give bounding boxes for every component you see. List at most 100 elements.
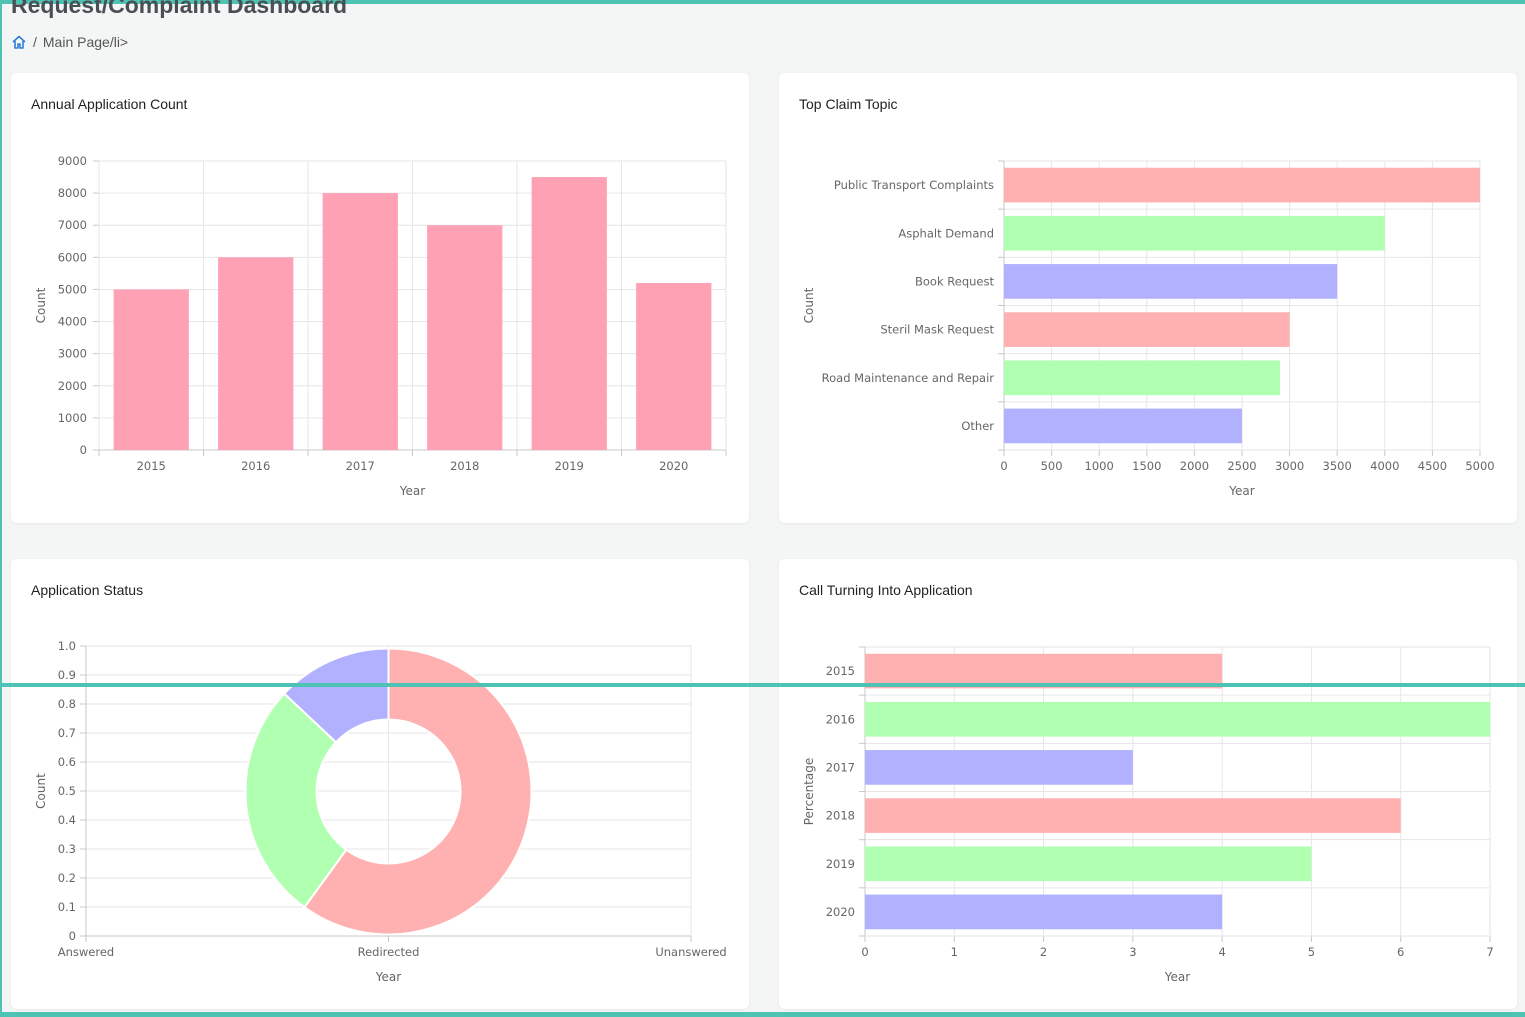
x-axis-title: Year <box>375 970 401 984</box>
y-tick-label: 2015 <box>826 664 855 678</box>
top-accent-bar <box>0 0 1525 4</box>
y-tick-label: 0 <box>69 929 76 943</box>
application-status-title: Application Status <box>31 582 144 598</box>
x-tick-label: 7 <box>1486 945 1493 959</box>
bar-2017 <box>865 750 1133 785</box>
x-tick-label: 2016 <box>241 459 270 473</box>
y-tick-label: 0.7 <box>58 726 76 740</box>
home-icon[interactable] <box>11 34 27 50</box>
bar-book-request <box>1004 264 1338 299</box>
x-tick-label: 4500 <box>1418 459 1447 473</box>
doughnut-slice-answered <box>303 647 533 936</box>
call-turning-title: Call Turning Into Application <box>799 582 973 598</box>
bar-public-transport-complaints <box>1004 167 1480 203</box>
x-tick-label: 2019 <box>555 459 584 473</box>
y-tick-label: 5000 <box>58 282 87 296</box>
y-tick-label: 0.9 <box>58 668 76 682</box>
x-tick-label: 2018 <box>450 459 479 473</box>
y-tick-label: 4000 <box>58 315 87 329</box>
top-claim-topic-card: Top Claim Topic 0 500 1000 1500 2000 2500 3000… <box>779 73 1517 523</box>
y-tick-label: 0.1 <box>58 900 76 914</box>
y-tick-label: 0 <box>80 443 87 457</box>
application-status-chart: 0 0.1 0.2 0.3 0.4 0.5 0.6 0.7 0.8 0.9 1.0 Answered R… <box>34 639 727 984</box>
x-tick-label: 2020 <box>659 459 688 473</box>
y-tick-label: Asphalt Demand <box>898 226 994 240</box>
x-tick-label: 5000 <box>1465 459 1494 473</box>
x-tick-label: 3000 <box>1275 459 1304 473</box>
bar-2015 <box>113 289 189 450</box>
x-tick-label: 4000 <box>1370 459 1399 473</box>
bar-2016 <box>865 701 1490 737</box>
x-tick-label: 0 <box>1000 459 1007 473</box>
x-tick-label: 1000 <box>1085 459 1114 473</box>
y-axis-title: Count <box>34 773 48 809</box>
bar-2018 <box>865 798 1401 833</box>
y-axis-title: Count <box>34 287 48 323</box>
x-tick-label: 2017 <box>346 459 375 473</box>
x-tick-label: 2000 <box>1180 459 1209 473</box>
x-tick-label: 4 <box>1218 945 1225 959</box>
call-turning-chart: 0 1 2 3 4 5 6 7 2015 2016 2017 2018 2019 2020 Year Perc… <box>802 646 1494 984</box>
x-tick-label: 1500 <box>1132 459 1161 473</box>
overlay-divider-line <box>0 683 1525 687</box>
doughnut-slice-redirected <box>244 692 348 909</box>
y-tick-label: 0.3 <box>58 842 76 856</box>
y-tick-label: 0.5 <box>58 784 76 798</box>
y-tick-label: 1000 <box>58 411 87 425</box>
bottom-accent-bar <box>0 1012 1525 1017</box>
x-axis-title: Year <box>1164 970 1190 984</box>
x-axis-title: Year <box>399 484 425 498</box>
y-tick-label: 2019 <box>826 857 855 871</box>
x-tick-label: 2 <box>1040 945 1047 959</box>
left-accent-bar <box>0 0 2 1017</box>
bar-2018 <box>427 225 503 450</box>
x-axis-title: Year <box>1228 484 1254 498</box>
y-tick-label: Road Maintenance and Repair <box>822 371 995 385</box>
x-tick-label: 3 <box>1129 945 1136 959</box>
breadcrumb-separator: / <box>33 34 37 50</box>
bar-asphalt-demand <box>1004 215 1385 251</box>
y-tick-label: 2000 <box>58 379 87 393</box>
y-tick-label: 2017 <box>826 760 855 774</box>
annual-count-chart: 0 1000 2000 3000 4000 5000 6000 7000 8000 9000 201… <box>34 154 727 498</box>
bar-2020 <box>636 283 712 450</box>
doughnut-slice-unanswered <box>282 647 390 744</box>
y-tick-label: 9000 <box>58 154 87 168</box>
bar-2016 <box>218 257 294 450</box>
x-tick-label: Answered <box>58 945 114 959</box>
y-tick-label: 2016 <box>826 712 855 726</box>
call-turning-card: Call Turning Into Application 0 1 2 3 4 5 6 7 20… <box>779 559 1517 1009</box>
y-tick-label: 0.2 <box>58 871 76 885</box>
bar-2015 <box>865 653 1223 689</box>
top-claim-topic-chart: 0 500 1000 1500 2000 2500 3000 3500 4000 4500 5000… <box>802 160 1495 498</box>
y-tick-label: Other <box>961 419 994 433</box>
x-tick-label: 0 <box>861 945 868 959</box>
breadcrumb-current[interactable]: Main Page/li> <box>42 34 129 50</box>
x-tick-label: 2015 <box>137 459 166 473</box>
x-tick-label: 500 <box>1041 459 1063 473</box>
bar-2019 <box>531 177 607 451</box>
y-tick-label: Steril Mask Request <box>880 323 994 337</box>
y-tick-label: 2020 <box>826 905 855 919</box>
top-claim-topic-title: Top Claim Topic <box>799 96 898 112</box>
bar-2020 <box>865 894 1223 930</box>
annual-count-title: Annual Application Count <box>31 96 188 112</box>
y-tick-label: 8000 <box>58 186 87 200</box>
bar-other <box>1004 408 1242 444</box>
y-tick-label: 7000 <box>58 218 87 232</box>
y-tick-label: 1.0 <box>58 639 76 653</box>
y-tick-label: 0.4 <box>58 813 76 827</box>
annual-count-card: Annual Application Count 0 1000 2000 3000 40… <box>11 73 749 523</box>
application-status-card: Application Status 0 0.1 0.2 0.3 0.4 0.5 0.6 0.… <box>11 559 749 1009</box>
page-title: Request/Complaint Dashboard <box>11 0 348 18</box>
x-tick-label: 3500 <box>1323 459 1352 473</box>
breadcrumb: / Main Page/li> <box>11 34 128 50</box>
bar-road-maintenance-and-repair <box>1004 360 1281 396</box>
y-tick-label: Book Request <box>915 274 994 288</box>
x-tick-label: 2500 <box>1227 459 1256 473</box>
x-tick-label: 1 <box>951 945 958 959</box>
bar-2017 <box>322 193 398 450</box>
y-tick-label: Public Transport Complaints <box>834 178 994 192</box>
x-tick-label: 5 <box>1308 945 1315 959</box>
bar-steril-mask-request <box>1004 312 1290 347</box>
